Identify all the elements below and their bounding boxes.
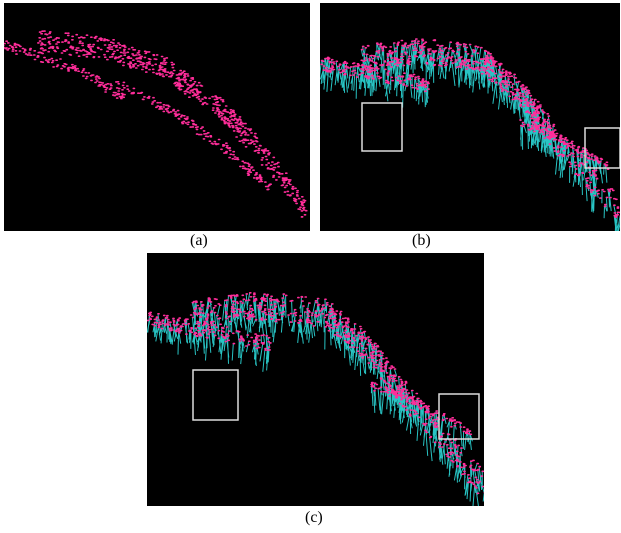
panel-label: (c)	[305, 509, 323, 526]
highlight-box	[584, 127, 620, 169]
panel-b-image	[320, 3, 620, 231]
panel-label: (b)	[412, 232, 431, 249]
highlight-box	[192, 369, 239, 421]
panel-a-image	[4, 3, 310, 231]
highlight-box	[438, 393, 480, 440]
panel-label: (a)	[190, 232, 208, 249]
panel-c-image	[147, 253, 484, 506]
highlight-box	[361, 102, 403, 152]
point-cloud	[4, 30, 308, 218]
point-cloud	[320, 38, 620, 224]
point-cloud	[147, 292, 484, 495]
